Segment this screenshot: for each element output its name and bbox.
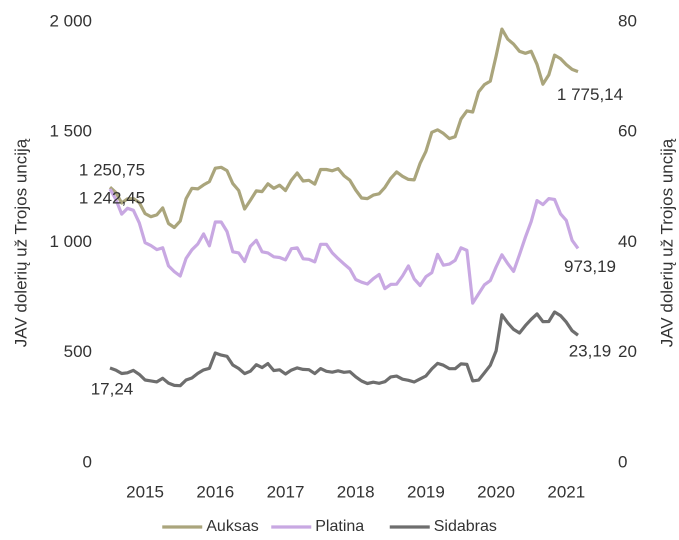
x-tick-label: 2020	[477, 482, 515, 501]
data-label: 1 242,45	[79, 189, 145, 208]
y-tick-label: 500	[64, 342, 92, 361]
data-label: 973,19	[564, 257, 616, 276]
x-tick-label: 2016	[196, 482, 234, 501]
x-tick-label: 2018	[337, 482, 375, 501]
legend-label: Auksas	[206, 518, 258, 535]
data-label: 23,19	[569, 342, 612, 361]
legend-label: Platina	[315, 518, 364, 535]
y-tick-label: 1 000	[49, 232, 92, 251]
x-tick-label: 2015	[126, 482, 164, 501]
data-label: 1 775,14	[557, 85, 623, 104]
y-axis-title: JAV dolerių už Trojos unciją	[11, 138, 30, 347]
y-tick-label: 2 000	[49, 11, 92, 30]
y2-tick-label: 60	[618, 122, 637, 141]
legend-label: Sidabras	[434, 518, 497, 535]
y2-tick-label: 0	[618, 452, 627, 471]
data-label: 1 250,75	[79, 161, 145, 180]
x-tick-label: 2017	[267, 482, 305, 501]
line	[108, 188, 580, 305]
y2-tick-label: 20	[618, 342, 637, 361]
y-tick-label: 0	[83, 452, 92, 471]
data-label: 17,24	[91, 379, 134, 398]
y-tick-label: 1 500	[49, 122, 92, 141]
line	[109, 310, 579, 388]
y2-tick-label: 80	[618, 11, 637, 30]
line	[108, 27, 579, 230]
y2-axis-title: JAV dolerių už Trojos unciją	[657, 138, 676, 347]
y2-tick-label: 40	[618, 232, 637, 251]
x-tick-label: 2019	[407, 482, 445, 501]
x-tick-label: 2021	[547, 482, 585, 501]
